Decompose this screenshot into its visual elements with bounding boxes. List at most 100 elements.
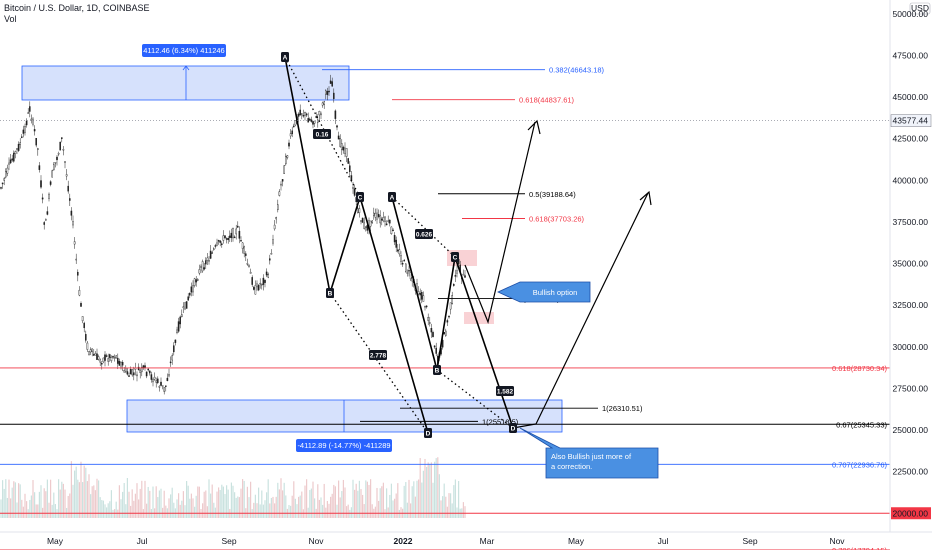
candle-body xyxy=(22,129,25,134)
volume-bar xyxy=(246,486,248,518)
volume-bar xyxy=(224,494,226,518)
volume-bar xyxy=(256,503,258,518)
ratio-label-0: 0.16 xyxy=(316,132,329,139)
volume-bar xyxy=(202,503,204,518)
candle-body xyxy=(451,295,454,304)
volume-bar xyxy=(16,502,18,518)
measure-label-up: 4112.46 (6.34%) 411246 xyxy=(143,46,224,55)
ratio-box-2 xyxy=(369,350,387,360)
volume-bar xyxy=(5,479,7,518)
volume-bar xyxy=(211,484,213,518)
volume-bar xyxy=(299,495,301,518)
volume-bar xyxy=(266,492,268,518)
callout-bullish-option: Bullish option xyxy=(533,288,578,297)
volume-bar xyxy=(426,466,428,518)
volume-bar xyxy=(235,497,237,518)
candle-body xyxy=(345,148,348,157)
volume-bar xyxy=(317,484,319,518)
candle-body xyxy=(62,149,65,151)
volume-bar xyxy=(314,498,316,518)
candle-body xyxy=(361,217,364,223)
volume-bar xyxy=(120,499,122,518)
candle-body xyxy=(104,354,106,361)
volume-bar xyxy=(0,499,2,518)
volume-bar xyxy=(395,493,397,518)
volume-bar xyxy=(83,465,85,518)
volume-bar xyxy=(85,467,87,518)
candle-body xyxy=(32,118,34,125)
volume-bar xyxy=(275,496,277,518)
measure-label-down: -4112.89 (-14.77%) -411289 xyxy=(297,441,390,450)
candle-body xyxy=(209,250,212,259)
candle-body xyxy=(190,286,193,293)
candle-body xyxy=(230,232,233,239)
volume-bar xyxy=(347,504,349,518)
candle-body xyxy=(462,273,465,276)
volume-bar xyxy=(387,507,389,518)
wave2-leg-0 xyxy=(391,196,438,371)
volume-bar xyxy=(216,491,218,518)
volume-bar xyxy=(282,490,284,518)
x-tick-0: May xyxy=(47,536,64,546)
volume-bar xyxy=(261,490,263,518)
candle-body xyxy=(211,252,214,254)
volume-bar xyxy=(262,504,264,518)
volume-bar xyxy=(107,503,109,518)
candle-body xyxy=(21,136,23,138)
candle-body xyxy=(299,109,302,116)
wave-point-label-0: A xyxy=(283,55,288,62)
volume-bar xyxy=(99,497,101,518)
volume-bar xyxy=(86,481,88,518)
fib-label-mid-7: 1(26310.51) xyxy=(602,404,643,413)
candle-body xyxy=(424,305,426,308)
volume-bar xyxy=(258,487,260,518)
candle-body xyxy=(261,283,263,286)
candle-body xyxy=(139,369,142,373)
candle-body xyxy=(19,142,22,145)
volume-bar xyxy=(165,505,167,518)
candle-body xyxy=(286,155,289,158)
volume-bar xyxy=(378,500,380,518)
volume-bar xyxy=(18,483,20,518)
volume-bar xyxy=(434,461,436,518)
fib-label-right-1: 0.67(25345.33) xyxy=(836,420,887,429)
volume-bar xyxy=(331,493,333,518)
candle-body xyxy=(112,356,114,358)
volume-bar xyxy=(37,504,39,518)
volume-bar xyxy=(203,491,205,518)
volume-bar xyxy=(43,488,45,518)
candle-body xyxy=(168,374,170,377)
candle-body xyxy=(281,179,284,182)
volume-bar xyxy=(312,481,314,518)
projection-arrow-2 xyxy=(512,192,649,429)
volume-bar xyxy=(285,495,287,518)
volume-bar xyxy=(197,486,199,518)
candle-body xyxy=(187,296,190,301)
candle-body xyxy=(156,378,159,383)
volume-bar xyxy=(242,479,244,518)
x-tick-2: Sep xyxy=(221,536,236,546)
volume-bar xyxy=(278,489,280,518)
candle-body xyxy=(220,243,223,246)
volume-bar xyxy=(11,487,13,518)
volume-bar xyxy=(264,500,266,518)
volume-bar xyxy=(205,490,207,518)
volume-bar xyxy=(22,506,24,518)
candle-body xyxy=(73,241,76,245)
volume-bar xyxy=(54,504,56,518)
volume-bar xyxy=(437,457,439,518)
candle-body xyxy=(323,101,326,105)
ratio-label-3: 1.582 xyxy=(497,389,514,396)
candle-body xyxy=(421,291,423,300)
volume-bar xyxy=(104,504,106,518)
candle-body xyxy=(203,267,206,270)
volume-bar xyxy=(456,507,458,518)
volume-bar xyxy=(160,488,162,518)
fib-label-mid-5: 0.618(37703.26) xyxy=(529,214,585,223)
candle-body xyxy=(116,357,119,364)
volume-bar xyxy=(322,504,324,518)
candle-body xyxy=(29,106,31,112)
volume-bar xyxy=(435,458,437,518)
candle-body xyxy=(70,210,73,216)
